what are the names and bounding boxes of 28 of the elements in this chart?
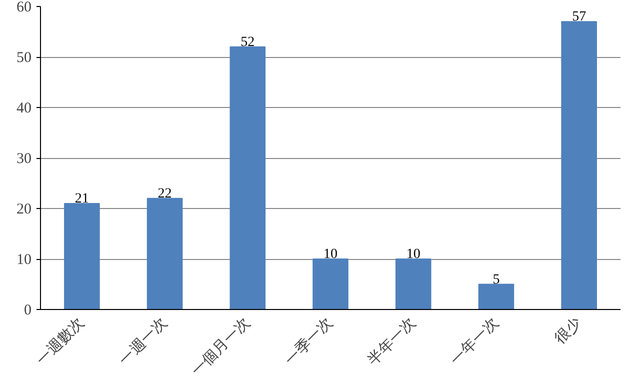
x-tick-label: 半年一次: [364, 314, 420, 369]
data-label: 21: [74, 191, 89, 206]
bar: [230, 46, 266, 310]
y-tick-label: 50: [16, 50, 32, 66]
y-tick-label: 60: [16, 0, 32, 16]
bar: [478, 284, 514, 310]
data-label: 52: [240, 34, 255, 50]
bar: [561, 21, 597, 310]
y-tick-label: 40: [16, 100, 32, 116]
x-tick-label: 一季一次: [282, 314, 336, 369]
bar: [395, 258, 432, 310]
x-tick-label: 一年一次: [447, 314, 502, 369]
y-tick-label: 0: [24, 302, 32, 318]
y-tick-label: 10: [16, 252, 32, 268]
bar: [146, 198, 183, 310]
data-label: 22: [158, 186, 172, 202]
x-tick-label: 很少: [551, 314, 585, 348]
data-label: 10: [406, 247, 420, 262]
x-tick-label: 一週一次: [116, 314, 170, 369]
x-tick-label: 一個月一次: [188, 314, 254, 380]
y-tick-label: 20: [16, 202, 32, 218]
data-label: 57: [572, 10, 586, 25]
bar: [312, 258, 348, 310]
bar: [64, 202, 100, 310]
data-label: 10: [324, 247, 338, 262]
data-label: 5: [492, 272, 500, 288]
y-tick-label: 30: [16, 151, 32, 167]
x-tick-label: 一週數次: [33, 314, 88, 369]
